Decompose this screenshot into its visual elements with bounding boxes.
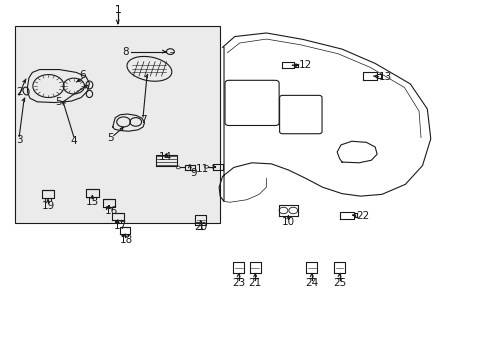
Text: 4: 4 xyxy=(70,136,77,145)
Text: 21: 21 xyxy=(248,278,261,288)
Text: 1: 1 xyxy=(114,5,121,15)
Text: 2: 2 xyxy=(16,87,22,97)
Text: 17: 17 xyxy=(113,221,126,231)
Text: 9: 9 xyxy=(190,168,197,178)
Text: 16: 16 xyxy=(105,206,118,216)
Bar xyxy=(15,26,220,223)
Text: 15: 15 xyxy=(85,197,99,207)
Text: 11: 11 xyxy=(195,164,208,174)
Text: 8: 8 xyxy=(122,46,128,57)
Text: 20: 20 xyxy=(194,222,207,231)
Text: 22: 22 xyxy=(355,211,368,221)
Text: 13: 13 xyxy=(379,72,392,82)
Text: 23: 23 xyxy=(231,278,245,288)
Text: 7: 7 xyxy=(140,115,146,125)
Text: 5: 5 xyxy=(107,133,114,143)
Text: 10: 10 xyxy=(281,217,294,227)
Text: 25: 25 xyxy=(332,278,346,288)
Text: 18: 18 xyxy=(120,235,133,245)
Text: 19: 19 xyxy=(41,201,55,211)
Text: 14: 14 xyxy=(159,152,172,162)
Text: 12: 12 xyxy=(298,59,311,69)
Text: 6: 6 xyxy=(79,70,86,80)
Text: 5: 5 xyxy=(55,97,61,107)
Text: 24: 24 xyxy=(305,278,318,288)
FancyBboxPatch shape xyxy=(224,80,279,126)
FancyBboxPatch shape xyxy=(279,95,322,134)
Text: 3: 3 xyxy=(16,135,22,145)
Text: 1: 1 xyxy=(114,5,121,15)
